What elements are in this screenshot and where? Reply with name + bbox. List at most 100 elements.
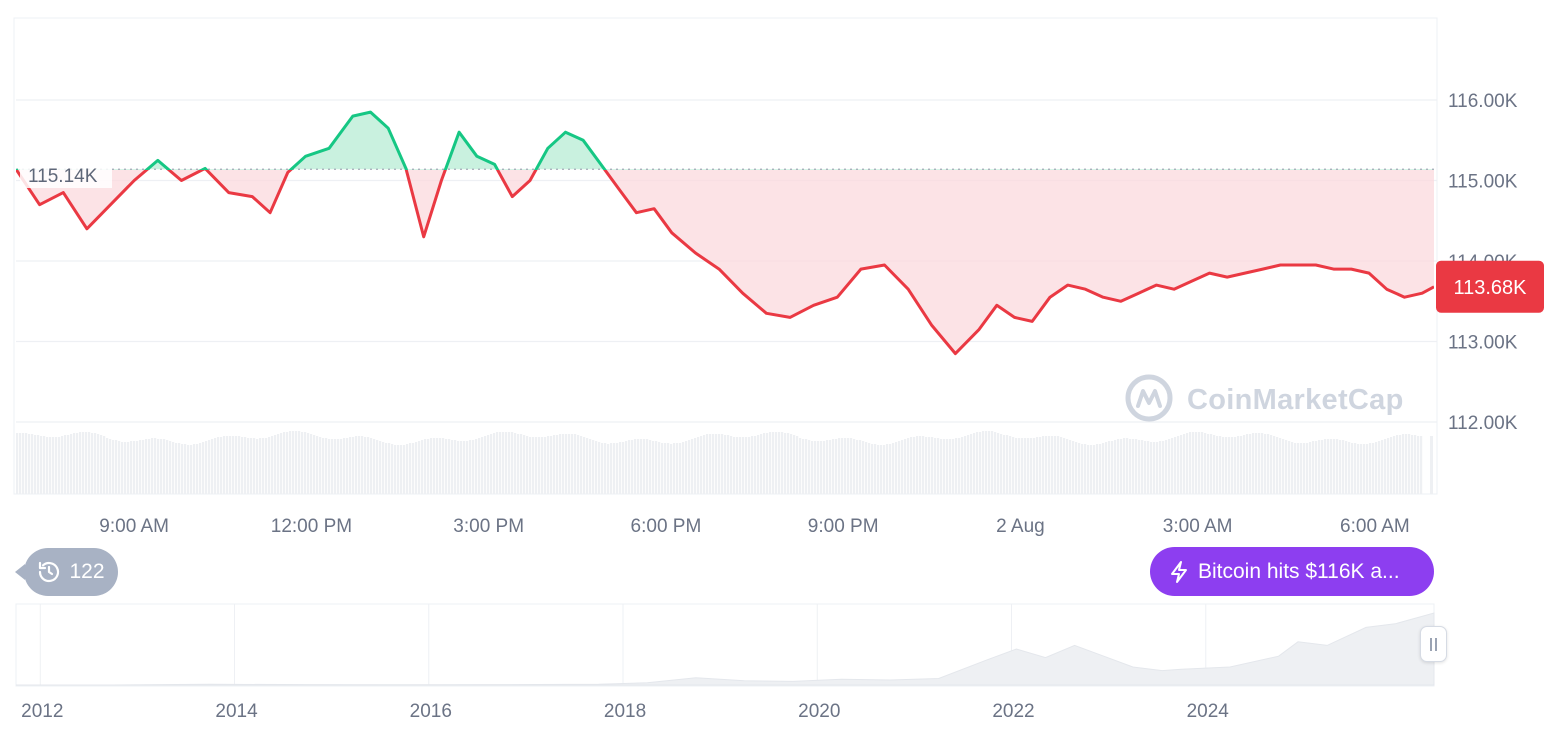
svg-text:115.14K: 115.14K [28,166,98,187]
volume-bar [121,442,124,494]
volume-bar [322,438,325,494]
volume-bar [340,439,343,494]
volume-bar [838,438,841,494]
volume-bar [991,431,994,494]
volume-bar [595,441,598,494]
volume-bar [409,443,412,494]
volume-bar [913,437,916,494]
volume-bar [460,441,463,494]
volume-bar [751,436,754,494]
volume-bar [1159,441,1162,494]
volume-bar [760,434,763,494]
volume-bar [967,435,970,494]
above-reference-fill [16,112,1434,170]
volume-bar [1120,439,1123,494]
volume-bar [643,439,646,494]
volume-bar [163,439,166,494]
volume-bar [1249,434,1252,494]
volume-bar [454,440,457,494]
volume-bar [205,441,208,494]
volume-bar [367,437,370,494]
volume-bar [778,432,781,494]
volume-bar [736,437,739,494]
history-count: 122 [69,560,105,583]
volume-bar [418,441,421,494]
volume-bar [1207,434,1210,494]
volume-bar [1003,435,1006,494]
volume-bar [88,432,91,494]
volume-bar [931,437,934,494]
volume-bar [1237,436,1240,494]
volume-bar [910,437,913,494]
volume-bar [904,439,907,494]
volume-bar [850,438,853,494]
volume-bar [16,433,19,494]
volume-bar [1117,439,1120,494]
volume-bar [550,436,553,494]
volume-bar [1123,438,1126,494]
news-pill[interactable]: Bitcoin hits $116K a... [1150,547,1434,596]
volume-bar [1021,438,1024,494]
volume-bar [1369,443,1372,494]
volume-bar [136,441,139,494]
volume-bar [1147,441,1150,494]
volume-bar [970,434,973,494]
volume-bar [784,433,787,494]
volume-bar [805,439,808,494]
volume-bar [826,440,829,494]
volume-bar [616,443,619,494]
volume-bar [1027,438,1030,494]
volume-bar [1171,438,1174,494]
volume-bar [1393,436,1396,494]
volume-bar [943,439,946,494]
volume-bar [703,435,706,494]
volume-bar [334,439,337,494]
volume-bar [490,434,493,494]
volume-bar [406,444,409,494]
volume-bar [1396,435,1399,494]
volume-bar [1057,436,1060,494]
volume-bar [22,433,25,494]
volume-bar [1192,432,1195,494]
volume-bar [250,438,253,494]
volume-bar [478,438,481,494]
current-price-badge: 113.68K [1436,260,1544,313]
volume-bar [1105,442,1108,494]
volume-bar [604,443,607,494]
volume-bar [214,438,217,494]
volume-bar [700,436,703,494]
volume-bar [1363,444,1366,494]
volume-bar [202,442,205,494]
volume-bar [319,437,322,494]
volume-bar [886,444,889,494]
volume-bar [919,436,922,494]
range-navigator[interactable]: 2012 2014 2016 2018 2020 2022 2024 [15,603,1435,722]
volume-bar [916,436,919,494]
volume-bar [742,437,745,494]
volume-bar [889,444,892,494]
volume-bar [1405,434,1408,494]
volume-bar [655,441,658,494]
volume-bar [715,434,718,494]
volume-bar [1294,443,1297,494]
volume-bar [370,438,373,494]
volume-bar [151,438,154,494]
volume-bar [1402,434,1405,494]
volume-bar [925,437,928,494]
history-badge[interactable]: 122 [15,548,118,596]
volume-bar [346,438,349,494]
volume-bar [1345,441,1348,494]
volume-bar [871,444,874,494]
volume-bar [73,433,76,494]
volume-bar [955,438,958,494]
y-tick-label: 112.00K [1448,413,1518,434]
volume-bar [301,432,304,494]
volume-bar [307,433,310,494]
volume-bar [697,437,700,494]
navigator-year-label: 2016 [410,701,452,722]
navigator-handle[interactable] [1420,626,1447,662]
volume-bar [217,437,220,494]
volume-bar [421,440,424,494]
volume-bar [1054,436,1057,494]
